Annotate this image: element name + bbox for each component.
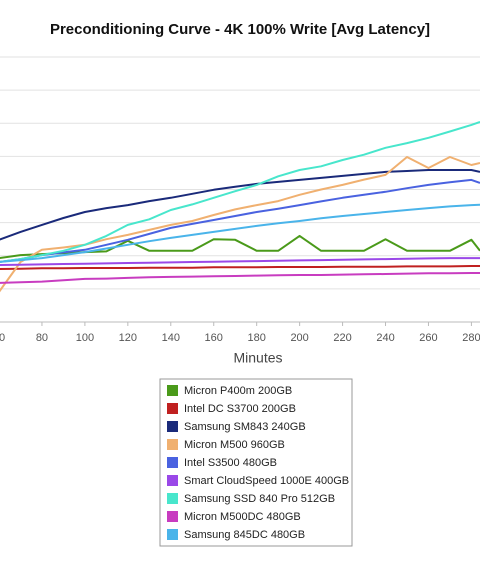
legend-label: Micron M500 960GB — [184, 439, 285, 451]
series-line — [0, 272, 480, 284]
legend-box — [159, 378, 353, 547]
x-tick-label: 140 — [162, 332, 180, 344]
legend-label: Samsung SSD 840 Pro 512GB — [184, 493, 335, 505]
legend-swatch — [167, 403, 178, 414]
x-tick-label: 240 — [376, 332, 394, 344]
legend-label: Intel DC S3700 200GB — [184, 403, 296, 415]
x-tick-label: 260 — [419, 332, 437, 344]
legend-swatch — [167, 385, 178, 396]
series-line — [0, 120, 480, 263]
x-tick-label: 60 — [0, 332, 5, 344]
series-line — [0, 169, 480, 241]
series-line — [0, 265, 480, 270]
x-tick-label: 200 — [290, 332, 308, 344]
plot-area — [0, 56, 480, 323]
series-line — [0, 178, 480, 263]
legend-swatch — [167, 493, 178, 504]
legend-swatch — [167, 421, 178, 432]
legend-swatch — [167, 439, 178, 450]
x-axis-label: Minutes — [233, 350, 282, 366]
x-tick-label: 120 — [119, 332, 137, 344]
legend-label: Micron P400m 200GB — [184, 385, 292, 397]
legend-label: Smart CloudSpeed 1000E 400GB — [184, 475, 349, 487]
chart-title: Preconditioning Curve - 4K 100% Write [A… — [50, 21, 430, 38]
x-tick-label: 220 — [333, 332, 351, 344]
series-line — [0, 156, 480, 293]
legend-label: Samsung 845DC 480GB — [184, 529, 305, 541]
legend-swatch — [167, 511, 178, 522]
series-line — [0, 257, 480, 266]
legend-label: Samsung SM843 240GB — [184, 421, 306, 433]
x-tick-label: 100 — [76, 332, 94, 344]
legend-swatch — [167, 475, 178, 486]
x-tick-label: 280 — [462, 332, 480, 344]
series-line — [0, 203, 480, 263]
legend-label: Intel S3500 480GB — [184, 457, 277, 469]
legend-swatch — [167, 529, 178, 540]
legend-swatch — [167, 457, 178, 468]
x-tick-label: 180 — [247, 332, 265, 344]
legend-label: Micron M500DC 480GB — [184, 511, 301, 523]
x-tick-label: 80 — [36, 332, 48, 344]
x-tick-label: 160 — [205, 332, 223, 344]
